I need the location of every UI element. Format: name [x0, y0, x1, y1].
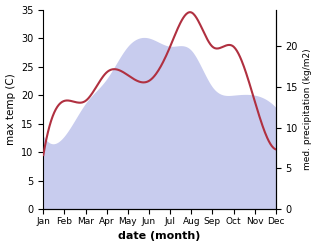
- Y-axis label: max temp (C): max temp (C): [5, 74, 16, 145]
- Y-axis label: med. precipitation (kg/m2): med. precipitation (kg/m2): [303, 49, 313, 170]
- X-axis label: date (month): date (month): [118, 231, 201, 242]
